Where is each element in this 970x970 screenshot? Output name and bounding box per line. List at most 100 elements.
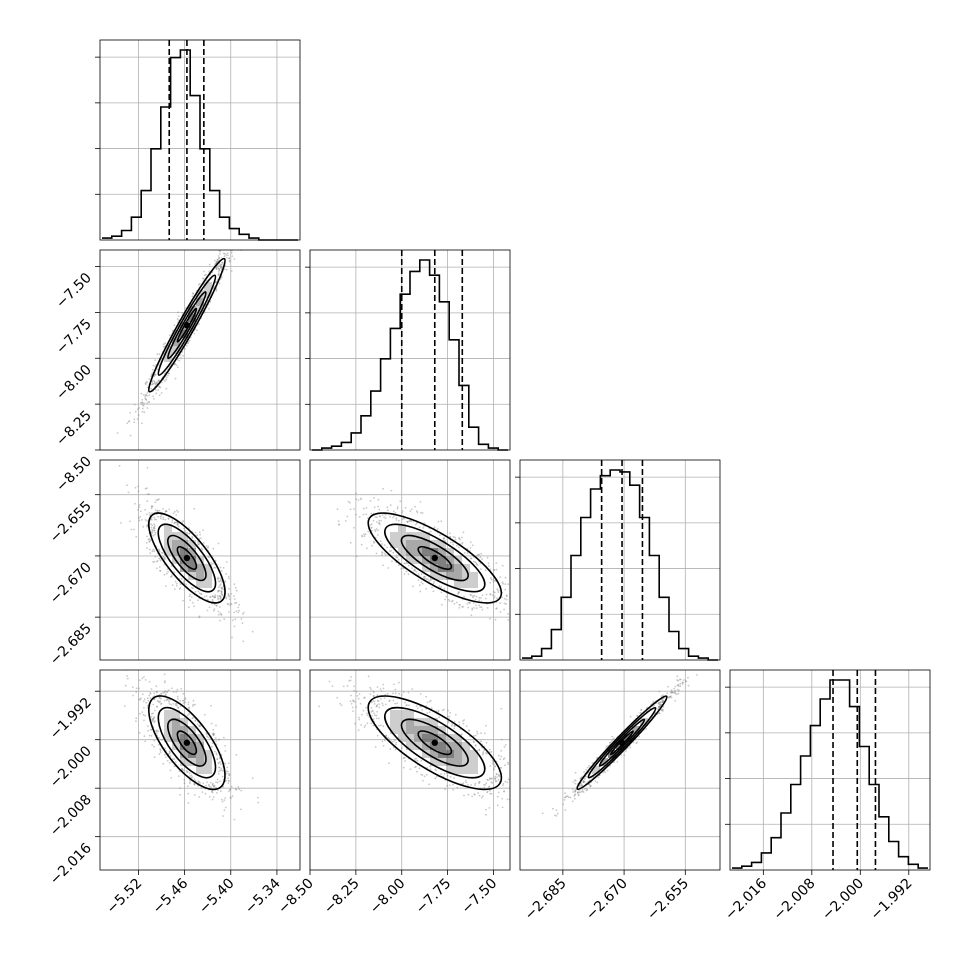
sample-point <box>501 806 504 809</box>
sample-point <box>412 585 414 588</box>
sample-point <box>451 723 453 725</box>
sample-point <box>215 752 218 755</box>
sample-point <box>339 702 341 705</box>
sample-point <box>148 401 151 403</box>
sample-point <box>213 566 216 569</box>
sample-point <box>414 523 417 526</box>
sample-point <box>370 512 373 515</box>
sample-point <box>219 606 221 608</box>
sample-point <box>214 596 217 599</box>
sample-point <box>145 542 148 544</box>
sample-point <box>194 590 197 593</box>
sample-point <box>580 784 583 786</box>
sample-point <box>377 700 380 702</box>
sample-point <box>168 508 171 511</box>
sample-point <box>131 686 134 689</box>
sample-point <box>215 781 218 783</box>
sample-point <box>153 560 156 563</box>
sample-point <box>207 547 209 549</box>
sample-point <box>574 790 577 793</box>
sample-point <box>499 602 502 605</box>
sample-point <box>196 723 199 725</box>
sample-point <box>486 607 489 609</box>
sample-point <box>148 540 151 543</box>
sample-point <box>493 568 495 571</box>
sample-point <box>148 694 151 697</box>
sample-point <box>503 790 505 793</box>
sample-point <box>211 790 214 792</box>
sample-point <box>177 697 179 700</box>
sample-point <box>176 509 178 512</box>
sample-point <box>488 748 491 751</box>
sample-point <box>581 788 584 791</box>
sample-point <box>566 795 569 798</box>
sample-point <box>574 794 576 796</box>
sample-point <box>388 700 391 702</box>
sample-point <box>483 732 486 735</box>
sample-point <box>512 611 514 613</box>
sample-point <box>257 801 260 804</box>
sample-point <box>170 575 173 578</box>
sample-point <box>205 545 208 547</box>
sample-point <box>491 777 493 780</box>
sample-point <box>162 555 165 558</box>
sample-point <box>658 712 660 714</box>
density-cell <box>180 734 188 742</box>
sample-point <box>525 793 527 795</box>
sample-point <box>578 784 581 787</box>
density-cell <box>196 766 204 774</box>
sample-point <box>384 517 387 520</box>
sample-point <box>355 498 358 500</box>
sample-point <box>454 538 457 541</box>
density-cell <box>390 726 398 734</box>
density-cell <box>196 298 204 306</box>
sample-point <box>230 797 232 799</box>
sample-point <box>488 785 491 788</box>
contour-level-0 <box>417 730 453 756</box>
sample-point <box>404 506 407 509</box>
density-cell <box>406 540 414 548</box>
sample-point <box>173 363 176 365</box>
sample-point <box>227 762 230 764</box>
sample-point <box>417 573 420 575</box>
sample-point <box>200 787 203 789</box>
density-cell <box>422 742 430 750</box>
density-peak <box>618 739 626 746</box>
sample-point <box>221 594 224 596</box>
sample-point <box>146 402 149 404</box>
sample-point <box>422 576 425 579</box>
sample-point <box>166 759 169 762</box>
scatter-panel-p2-p3 <box>519 669 721 871</box>
sample-point <box>383 697 386 699</box>
sample-point <box>199 781 202 784</box>
sample-point <box>484 597 487 600</box>
sample-point <box>645 728 648 730</box>
sample-point <box>661 700 664 703</box>
sample-point <box>479 556 482 559</box>
sample-point <box>577 791 579 794</box>
sample-point <box>357 697 360 700</box>
sample-point <box>159 559 162 562</box>
sample-point <box>493 769 495 771</box>
sample-point <box>159 516 162 518</box>
sample-point <box>156 382 158 385</box>
sample-point <box>156 691 158 694</box>
sample-point <box>167 517 170 520</box>
sample-point <box>425 587 428 590</box>
sample-point <box>214 596 216 598</box>
sample-point <box>207 545 210 548</box>
sample-point <box>175 364 178 366</box>
sample-point <box>153 745 155 748</box>
sample-point <box>145 399 148 401</box>
sample-point <box>135 717 138 720</box>
sample-point <box>128 420 131 422</box>
sample-point <box>198 796 201 798</box>
sample-point <box>158 696 161 699</box>
sample-point <box>188 532 191 535</box>
density-cell <box>180 742 188 750</box>
sample-point <box>217 257 220 259</box>
sample-point <box>228 611 230 613</box>
sample-point <box>480 606 483 608</box>
sample-point <box>376 710 379 713</box>
sample-point <box>370 523 373 525</box>
